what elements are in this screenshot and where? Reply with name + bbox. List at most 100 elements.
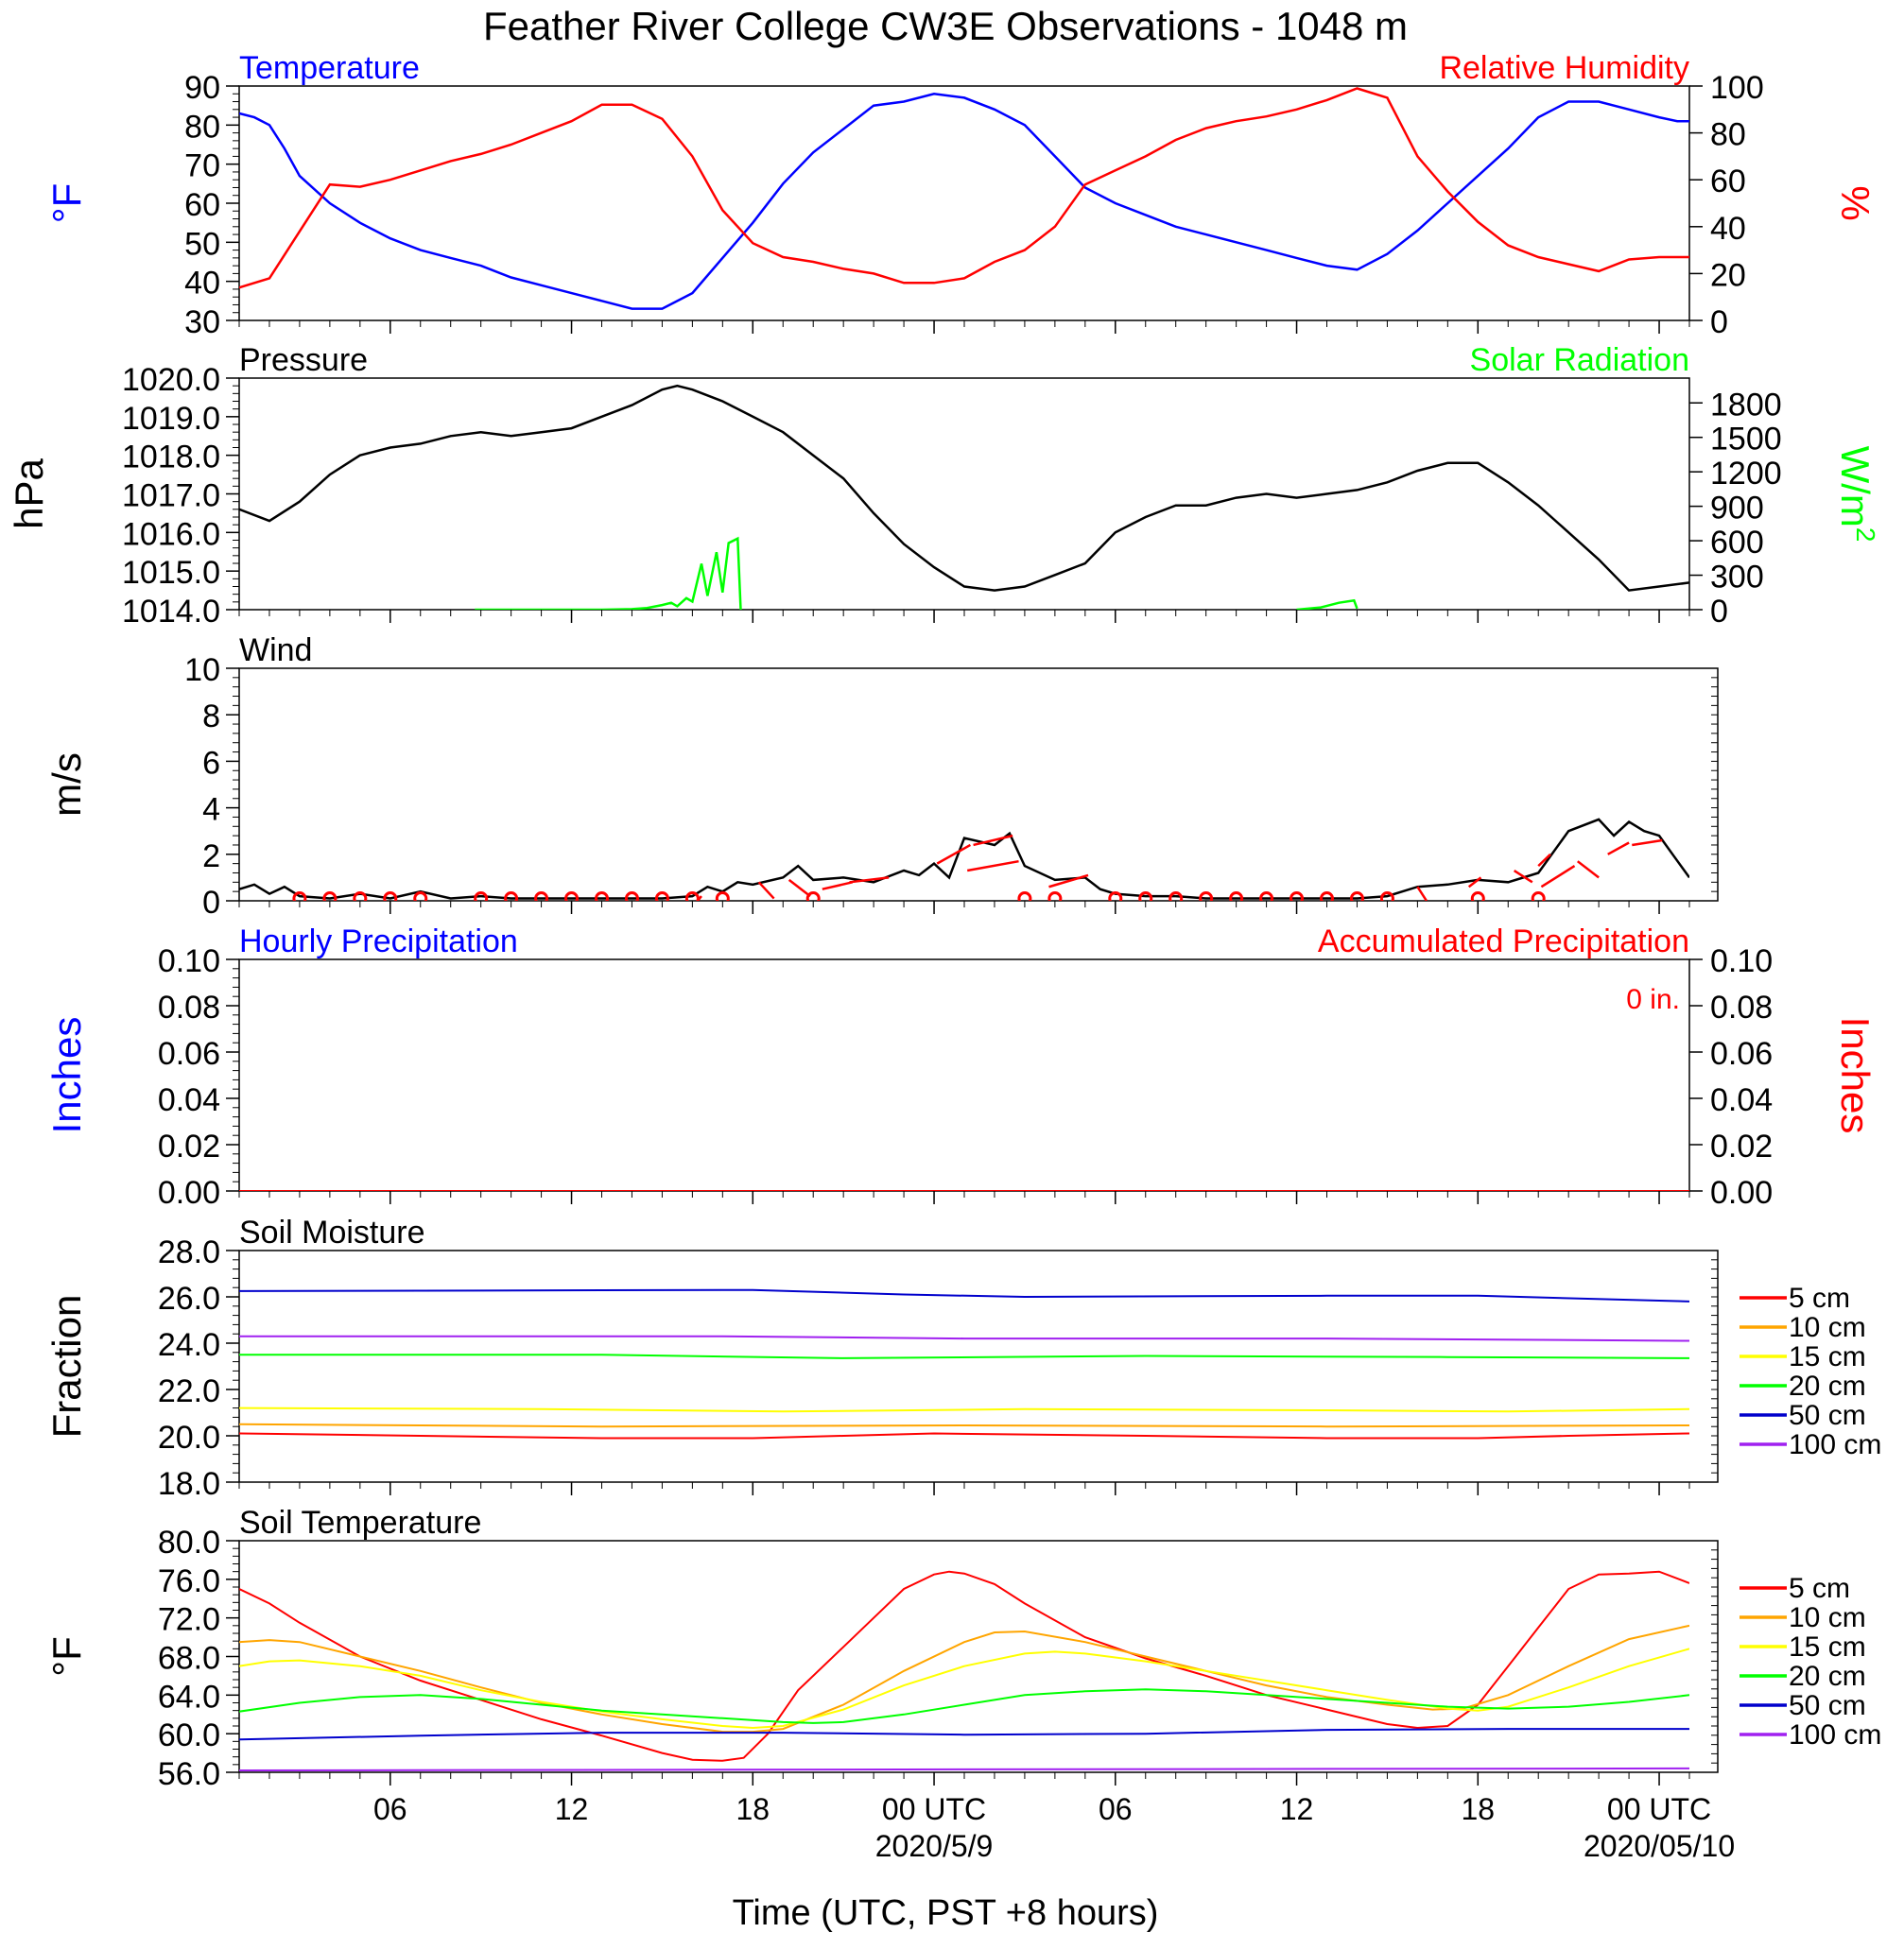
y-tick-label-right: 600 — [1710, 525, 1764, 561]
y-tick-label-right: 900 — [1710, 491, 1764, 526]
wind-barb — [1416, 886, 1428, 901]
wind-calm-circle — [1138, 891, 1153, 901]
y-tick-label-left: 60 — [184, 187, 220, 223]
series-line-100-cm — [239, 1767, 1689, 1771]
y-tick-label-left: 10 — [184, 652, 220, 688]
legend-label: 5 cm — [1789, 1283, 1850, 1314]
y-tick-label-left: 1020.0 — [122, 362, 220, 398]
y-tick-label-left: 72.0 — [158, 1602, 220, 1638]
panel-frame — [238, 667, 1719, 902]
wind-calm-circle — [1229, 891, 1244, 901]
panel-frame — [238, 1250, 1719, 1483]
y-axis-label-left: m/s — [44, 752, 89, 817]
y-axis-label-left: Inches — [44, 1017, 89, 1134]
y-tick-label-left: 1018.0 — [122, 440, 220, 475]
y-tick-label-left: 22.0 — [158, 1373, 220, 1409]
series-group — [239, 1288, 1689, 1440]
legend-label: 20 cm — [1789, 1661, 1866, 1692]
y-tick-label-right: 100 — [1710, 70, 1764, 106]
y-tick-label-left: 30 — [184, 304, 220, 340]
y-tick-label-left: 1017.0 — [122, 478, 220, 514]
wind-barb — [788, 878, 811, 898]
panel-title-left: Temperature — [239, 50, 420, 86]
y-axis-label-left: hPa — [7, 457, 51, 528]
wind-calm-circle — [564, 891, 580, 901]
y-tick-label-left: 0.10 — [158, 943, 220, 979]
series-group — [239, 384, 1689, 610]
y-axis-label-right: Inches — [1833, 1017, 1878, 1134]
wind-calm-circle — [1168, 891, 1184, 901]
chart-title: Feather River College CW3E Observations … — [483, 4, 1408, 48]
y-tick-label-left: 1016.0 — [122, 516, 220, 552]
wind-calm-circle — [1531, 891, 1546, 901]
y-tick-label-right: 0.06 — [1710, 1036, 1773, 1072]
series-line-solar-radiation — [475, 536, 742, 610]
y-tick-label-right: 40 — [1710, 211, 1746, 247]
wind-barb — [1632, 838, 1663, 847]
x-tick-label: 00 UTC — [882, 1792, 986, 1826]
x-date-label: 2020/05/10 — [1584, 1829, 1735, 1863]
series-line-100-cm — [239, 1335, 1689, 1342]
wind-barb — [1048, 873, 1089, 889]
y-tick-label-right: 0.04 — [1710, 1082, 1773, 1118]
legend-label: 10 cm — [1789, 1312, 1866, 1343]
panel-pressure-solar: 1020.01019.01018.01017.01016.01015.01014… — [7, 342, 1880, 630]
y-tick-label-left: 90 — [184, 70, 220, 106]
y-tick-label-left: 8 — [202, 699, 220, 734]
y-tick-label-left: 0.04 — [158, 1082, 220, 1118]
y-tick-label-left: 64.0 — [158, 1679, 220, 1715]
wind-calm-circle — [1470, 891, 1485, 901]
wind-calm-circle — [534, 891, 549, 901]
wind-calm-circle — [654, 891, 669, 901]
panel-title-left: Soil Temperature — [239, 1505, 481, 1541]
y-axis-label-left: °F — [44, 183, 89, 223]
series-line-temperature — [239, 93, 1689, 310]
y-tick-label-left: 80.0 — [158, 1525, 220, 1561]
y-tick-label-left: 50 — [184, 226, 220, 262]
y-tick-label-left: 0.08 — [158, 990, 220, 1026]
wind-calm-circle — [1017, 891, 1032, 901]
wind-barb — [966, 859, 1019, 872]
x-tick-label: 18 — [1461, 1792, 1495, 1826]
y-tick-label-right: 0.08 — [1710, 990, 1773, 1026]
series-group — [239, 818, 1689, 901]
series-group — [239, 87, 1689, 310]
y-tick-label-left: 1014.0 — [122, 594, 220, 630]
wind-barb — [1607, 841, 1630, 855]
y-tick-label-left: 0.02 — [158, 1129, 220, 1165]
wind-calm-circle — [383, 891, 398, 901]
panel-precip: 0.10 0.08 0.06 0.04 0.02 0.00 0.10 0.08 0.06 0.04… — [44, 923, 1878, 1211]
legend-label: 10 cm — [1789, 1602, 1866, 1633]
wind-barb — [936, 843, 972, 865]
y-axis-label-right: % — [1833, 185, 1878, 220]
y-tick-label-left: 70 — [184, 148, 220, 184]
y-tick-label-right: 0.00 — [1710, 1175, 1773, 1211]
wind-calm-circle — [715, 891, 730, 901]
y-tick-label-left: 1015.0 — [122, 555, 220, 591]
series-line-15-cm — [239, 1648, 1689, 1730]
panel-wind: 10 8 6 4 2 0 Wind m/s — [44, 632, 1719, 921]
y-tick-label-left: 0 — [202, 885, 220, 921]
wind-calm-circle — [1047, 891, 1063, 901]
series-line-10-cm — [239, 1423, 1689, 1428]
y-tick-label-right: 1500 — [1710, 422, 1782, 457]
wind-calm-circle — [292, 891, 307, 901]
y-tick-label-left: 68.0 — [158, 1641, 220, 1677]
panel-frame — [238, 1540, 1719, 1773]
y-tick-label-left: 76.0 — [158, 1563, 220, 1599]
series-group — [239, 1570, 1689, 1771]
y-tick-label-left: 28.0 — [158, 1234, 220, 1270]
wind-calm-circle — [1290, 891, 1305, 901]
panel-title-left: Hourly Precipitation — [239, 923, 518, 959]
legend-label: 15 cm — [1789, 1631, 1866, 1663]
wind-barb — [822, 881, 854, 890]
y-tick-label-right: 1200 — [1710, 456, 1782, 492]
wind-calm-circle — [1259, 891, 1274, 901]
y-tick-label-right: 20 — [1710, 257, 1746, 293]
y-tick-label-left: 80 — [184, 109, 220, 145]
y-axis-label-left: °F — [44, 1636, 89, 1676]
wind-calm-circle — [624, 891, 639, 901]
y-tick-label-left: 0.06 — [158, 1036, 220, 1072]
